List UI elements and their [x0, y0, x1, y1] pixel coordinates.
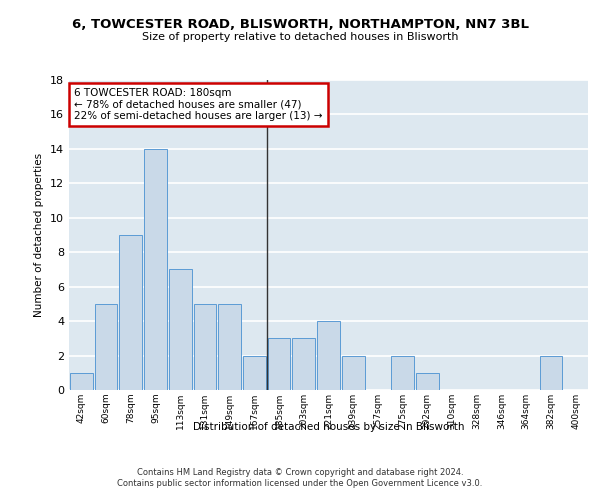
Bar	[95, 304, 118, 390]
Text: Contains HM Land Registry data © Crown copyright and database right 2024.
Contai: Contains HM Land Registry data © Crown c…	[118, 468, 482, 487]
Bar	[194, 304, 216, 390]
Bar	[243, 356, 266, 390]
Bar	[391, 356, 414, 390]
Text: 6 TOWCESTER ROAD: 180sqm
← 78% of detached houses are smaller (47)
22% of semi-d: 6 TOWCESTER ROAD: 180sqm ← 78% of detach…	[74, 88, 323, 121]
Bar	[342, 356, 365, 390]
Bar	[169, 270, 191, 390]
Bar	[144, 149, 167, 390]
Bar	[317, 321, 340, 390]
Y-axis label: Number of detached properties: Number of detached properties	[34, 153, 44, 317]
Bar	[268, 338, 290, 390]
Bar	[416, 373, 439, 390]
Text: Distribution of detached houses by size in Blisworth: Distribution of detached houses by size …	[193, 422, 464, 432]
Bar	[119, 235, 142, 390]
Bar	[218, 304, 241, 390]
Bar	[539, 356, 562, 390]
Text: Size of property relative to detached houses in Blisworth: Size of property relative to detached ho…	[142, 32, 458, 42]
Bar	[70, 373, 93, 390]
Bar	[292, 338, 315, 390]
Text: 6, TOWCESTER ROAD, BLISWORTH, NORTHAMPTON, NN7 3BL: 6, TOWCESTER ROAD, BLISWORTH, NORTHAMPTO…	[71, 18, 529, 30]
